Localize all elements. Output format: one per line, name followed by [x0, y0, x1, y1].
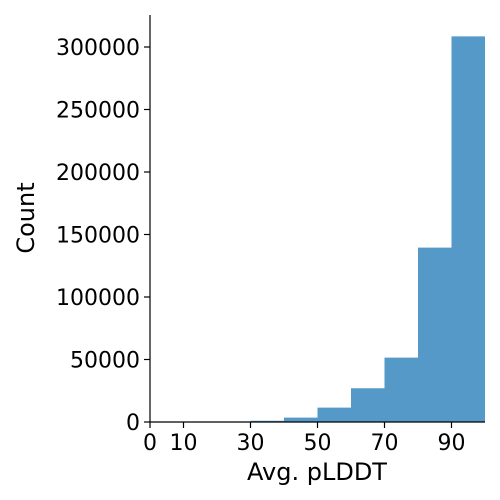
histogram-bar-5: [317, 407, 351, 422]
x-tick-label: 90: [438, 431, 466, 456]
histogram-bar-7: [384, 357, 418, 422]
x-tick-label: 0: [143, 431, 157, 456]
y-tick-label: 0: [126, 411, 140, 436]
y-axis-label: Count: [12, 182, 40, 253]
histogram-bar-6: [351, 388, 385, 422]
x-tick-label: 70: [371, 431, 399, 456]
histogram-bar-9: [451, 36, 485, 422]
x-tick-label: 30: [237, 431, 265, 456]
y-tick-label: 150000: [56, 224, 140, 249]
y-tick-label: 250000: [56, 99, 140, 124]
histogram-bar-8: [418, 247, 452, 422]
x-tick-label: 50: [304, 431, 332, 456]
y-tick-label: 50000: [70, 349, 140, 374]
histogram-bars: [250, 36, 485, 422]
x-axis-label: Avg. pLDDT: [247, 458, 387, 486]
y-tick-label: 100000: [56, 286, 140, 311]
y-axis-ticks: 0 50000 100000 150000 200000 250000 300000: [56, 36, 150, 436]
y-tick-label: 300000: [56, 36, 140, 61]
x-tick-label: 10: [170, 431, 198, 456]
histogram-bar-3: [250, 420, 284, 422]
histogram-bar-4: [284, 417, 318, 422]
x-axis-ticks: 0 10 30 50 70 90: [143, 422, 466, 456]
y-tick-label: 200000: [56, 161, 140, 186]
